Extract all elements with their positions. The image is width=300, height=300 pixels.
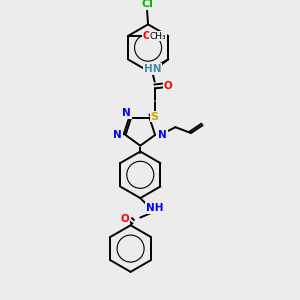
Text: O: O bbox=[143, 31, 152, 41]
Text: NH: NH bbox=[146, 203, 164, 213]
Text: HN: HN bbox=[144, 64, 161, 74]
Text: N: N bbox=[158, 130, 167, 140]
Text: O: O bbox=[120, 214, 129, 224]
Text: N: N bbox=[113, 130, 122, 140]
Text: N: N bbox=[122, 108, 131, 118]
Text: O: O bbox=[164, 80, 172, 91]
Text: CH₃: CH₃ bbox=[150, 32, 166, 40]
Text: S: S bbox=[151, 112, 159, 122]
Text: Cl: Cl bbox=[141, 0, 153, 9]
